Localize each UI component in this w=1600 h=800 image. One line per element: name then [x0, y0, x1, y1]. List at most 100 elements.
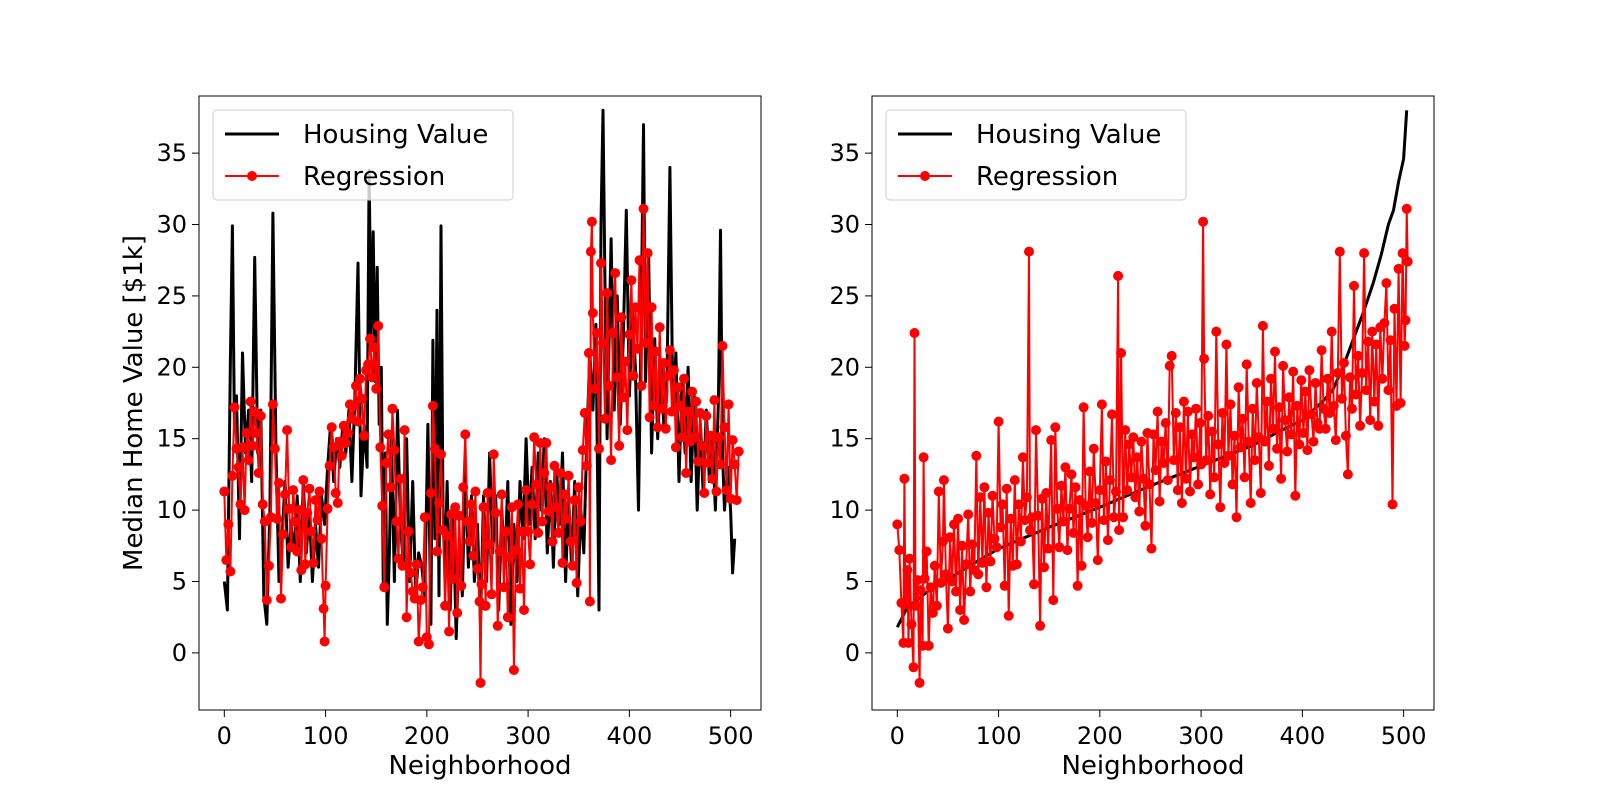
- data-point: [367, 372, 378, 383]
- data-point: [1239, 472, 1250, 483]
- data-point: [1052, 503, 1063, 514]
- data-point: [1290, 490, 1301, 501]
- data-point: [1402, 256, 1413, 267]
- data-point: [989, 533, 1000, 544]
- legend: Housing Value Regression: [885, 109, 1187, 201]
- data-point: [1243, 436, 1254, 447]
- data-point: [1191, 403, 1201, 414]
- data-point: [304, 483, 315, 494]
- data-point: [397, 560, 408, 571]
- data-point: [938, 475, 949, 486]
- x-tick-label: 300: [505, 722, 551, 750]
- data-point: [1365, 415, 1376, 426]
- data-point: [1160, 418, 1171, 428]
- data-point: [436, 449, 446, 460]
- data-point: [395, 473, 406, 484]
- data-point: [1241, 359, 1252, 370]
- data-point: [1068, 527, 1079, 538]
- data-point: [448, 573, 459, 584]
- data-point: [468, 550, 479, 561]
- data-point: [274, 478, 284, 488]
- data-point: [1203, 410, 1214, 421]
- data-point: [1349, 280, 1359, 291]
- x-tick-label: 0: [217, 722, 232, 750]
- data-point: [957, 540, 968, 551]
- data-point: [525, 559, 536, 570]
- data-point: [251, 428, 262, 438]
- data-point: [1377, 373, 1388, 384]
- data-point: [1284, 392, 1295, 403]
- data-point: [257, 499, 268, 510]
- data-point: [1126, 472, 1137, 483]
- data-point: [1235, 442, 1246, 453]
- data-point: [1373, 420, 1384, 431]
- data-point: [594, 443, 604, 454]
- data-point: [606, 455, 617, 466]
- y-tick-label: 10: [829, 496, 860, 524]
- data-point: [221, 555, 232, 566]
- data-point: [272, 513, 282, 524]
- data-point: [1330, 435, 1341, 446]
- data-point: [1033, 510, 1044, 521]
- data-point: [945, 532, 955, 543]
- data-point: [985, 556, 996, 567]
- data-point: [673, 382, 683, 393]
- data-point: [1345, 372, 1355, 383]
- data-point: [677, 432, 687, 443]
- data-point: [1120, 425, 1131, 436]
- data-point: [620, 356, 631, 367]
- data-point: [660, 423, 671, 434]
- data-point: [892, 519, 903, 530]
- data-point: [589, 383, 600, 394]
- data-point: [1005, 513, 1016, 524]
- data-point: [1397, 248, 1408, 259]
- data-point: [1098, 515, 1109, 526]
- data-point: [282, 425, 293, 436]
- y-tick-label: 10: [156, 496, 187, 524]
- data-point: [1355, 420, 1366, 431]
- data-point: [1371, 339, 1382, 350]
- data-point: [626, 275, 637, 286]
- data-point: [353, 416, 363, 427]
- data-point: [987, 490, 998, 501]
- data-point: [971, 450, 982, 461]
- data-point: [1011, 559, 1022, 570]
- data-point: [1114, 525, 1125, 536]
- data-point: [1064, 503, 1075, 514]
- y-tick-label: 30: [829, 211, 860, 239]
- data-point: [668, 365, 679, 376]
- data-point: [239, 505, 250, 516]
- data-point: [423, 639, 434, 650]
- data-point: [919, 573, 930, 584]
- data-point: [612, 372, 623, 383]
- y-tick-label: 5: [172, 567, 187, 595]
- data-point: [563, 470, 574, 481]
- data-point: [1158, 458, 1169, 468]
- data-point: [458, 482, 469, 493]
- data-point: [233, 462, 244, 473]
- data-point: [1058, 516, 1069, 527]
- data-point: [464, 536, 475, 547]
- data-point: [942, 623, 953, 634]
- x-tick-label: 400: [1279, 722, 1325, 750]
- y-tick-label: 0: [845, 639, 860, 667]
- data-point: [1070, 482, 1081, 493]
- data-point: [314, 486, 325, 497]
- data-point: [1225, 399, 1236, 410]
- data-point: [1338, 358, 1349, 368]
- data-point: [539, 468, 550, 478]
- data-point: [253, 468, 264, 478]
- data-point: [475, 677, 486, 688]
- data-point: [1379, 318, 1390, 328]
- data-point: [1046, 435, 1057, 446]
- data-point: [340, 438, 351, 448]
- data-point: [993, 416, 1004, 427]
- data-point: [567, 560, 578, 571]
- data-point: [504, 552, 515, 563]
- data-point: [298, 475, 309, 486]
- data-point: [909, 328, 920, 338]
- data-point: [967, 539, 978, 550]
- data-point: [223, 519, 234, 530]
- data-point: [618, 392, 629, 403]
- data-point: [681, 468, 692, 478]
